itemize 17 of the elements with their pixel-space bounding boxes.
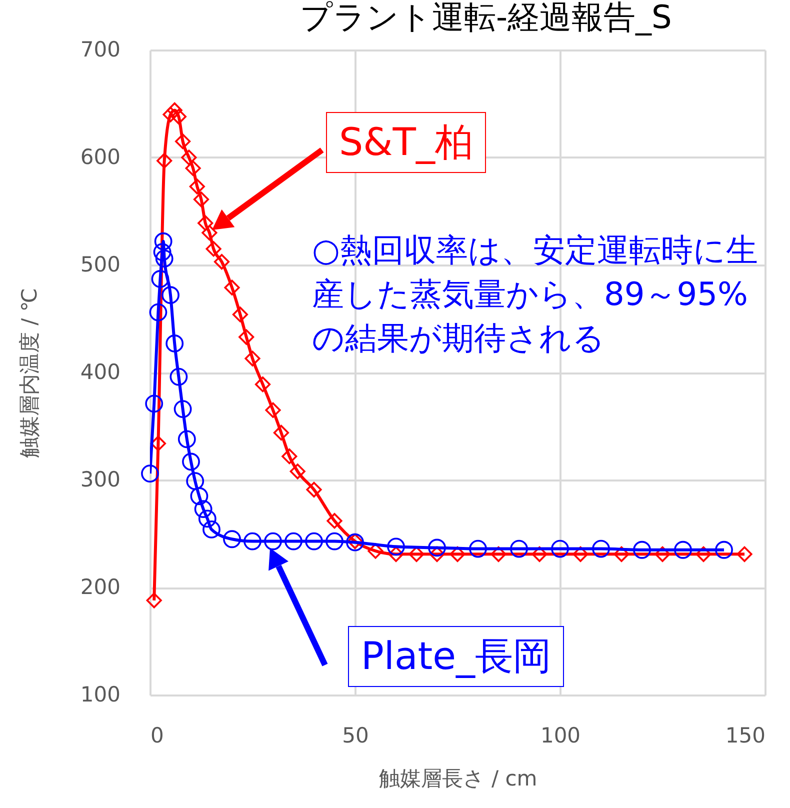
chart-title: プラント運転-経過報告_S (300, 0, 672, 38)
y-tick-label: 700 (80, 38, 120, 62)
y-tick-label: 500 (80, 252, 120, 276)
x-tick-label: 0 (150, 724, 164, 748)
y-tick-label: 400 (80, 360, 120, 384)
x-tick-label: 150 (725, 724, 766, 748)
y-axis-title: 触媒層内温度 / ℃ (17, 288, 42, 458)
x-axis-title: 触媒層長さ / cm (378, 766, 538, 790)
text: Plate_長岡 (348, 626, 564, 687)
y-tick-label: 100 (80, 682, 120, 706)
annotation: ○熱回収率は、安定運転時に生産した蒸気量から、89～95%の結果が期待される (312, 230, 759, 359)
text: S&T_柏 (326, 112, 486, 173)
x-tick-label: 100 (540, 724, 581, 748)
y-tick-label: 200 (80, 575, 120, 599)
x-tick-label: 50 (342, 724, 369, 748)
y-tick-label: 300 (80, 468, 120, 492)
y-tick-label: 600 (80, 145, 120, 169)
